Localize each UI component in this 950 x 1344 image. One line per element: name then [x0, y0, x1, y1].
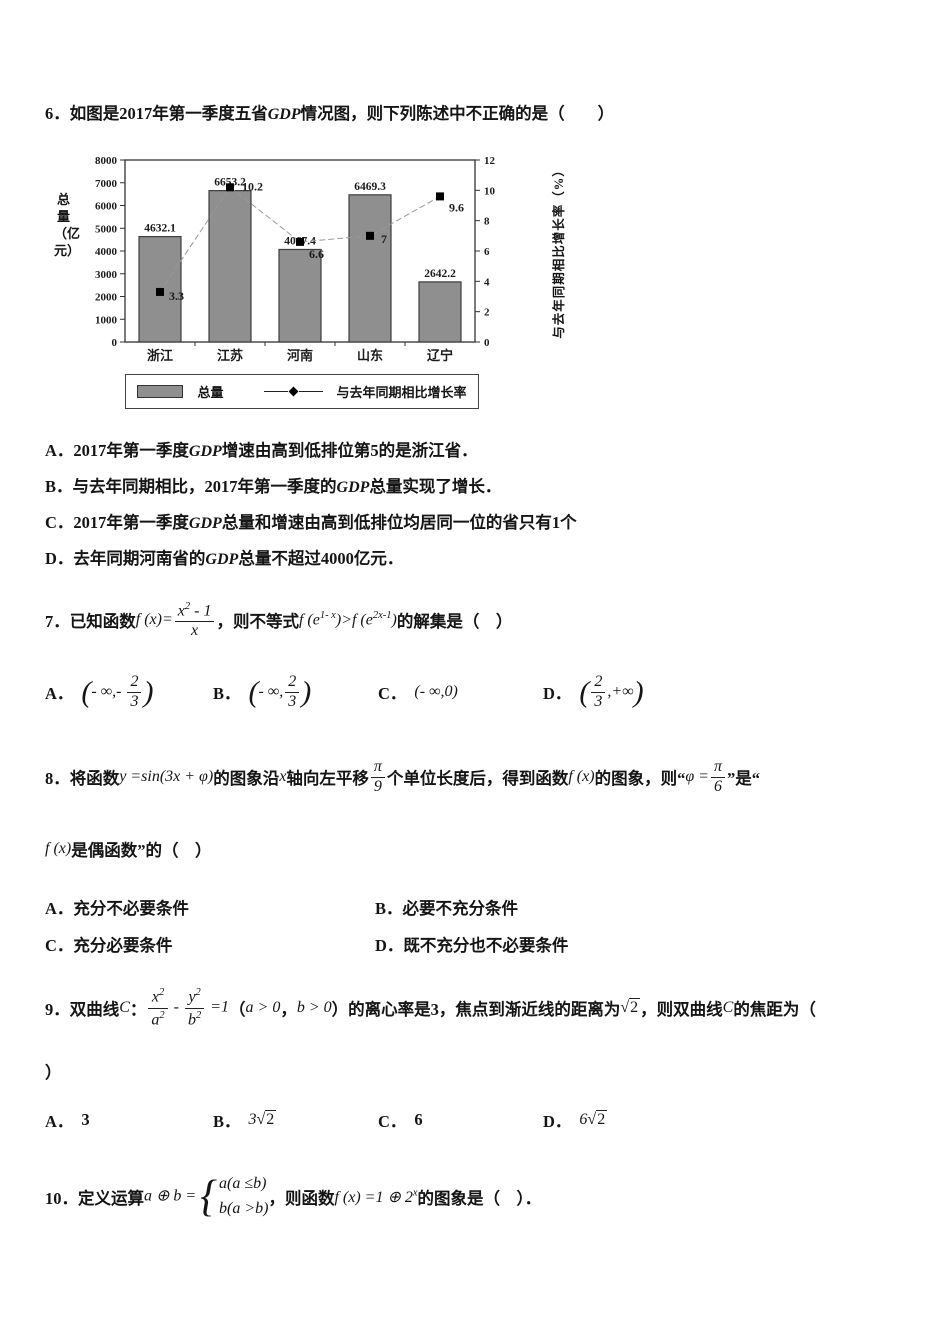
question-8-stem-line2: f (x) 是偶函数”的（ ）: [45, 840, 212, 860]
formula-sine: y =sin(3x + φ): [119, 768, 214, 785]
option-C: C． 6: [378, 1110, 423, 1131]
question-9-close-paren: ）: [45, 1063, 62, 1082]
question-10-stem: 10． 定义运算 a ⊕ b ={a(a ≤b) b(a >b) ，则函数 f (x…: [45, 1172, 542, 1222]
svg-text:5000: 5000: [95, 223, 118, 235]
option-B: B． 3√2: [213, 1110, 277, 1131]
svg-text:10.2: 10.2: [242, 179, 263, 193]
question-9-stem: 9． 双曲线 C ： x2 a2 - y2 b2 =1 （ a > 0 ， b > 0…: [45, 987, 816, 1028]
svg-text:山东: 山东: [357, 348, 383, 363]
gdp-term: GDP: [188, 515, 222, 532]
formula-f-oplus: f (x) =1 ⊕ 2x: [334, 1187, 418, 1206]
formula-operation: a ⊕ b ={a(a ≤b) b(a >b): [144, 1172, 269, 1222]
svg-text:6469.3: 6469.3: [354, 181, 386, 193]
svg-text:辽宁: 辽宁: [427, 348, 453, 363]
gdp-term: GDP: [336, 479, 370, 496]
svg-text:6653.2: 6653.2: [214, 177, 246, 189]
question-9: 9． 双曲线 C ： x2 a2 - y2 b2 =1 （ a > 0 ， b > 0…: [45, 972, 908, 1146]
question-6: 6．如图是2017年第一季度五省GDP情况图，则下列陈述中不正确的是（ ） 总量…: [45, 100, 908, 577]
svg-text:10: 10: [484, 185, 496, 197]
svg-text:江苏: 江苏: [217, 348, 243, 363]
svg-text:6: 6: [484, 246, 490, 258]
option-D: D．(2 3 ,+∞): [543, 672, 644, 710]
formula-sqrt2: √2: [620, 998, 641, 1016]
question-number: 6．: [45, 104, 70, 123]
question-6-options: A．2017年第一季度GDP增速由高到低排位第5的是浙江省． B．与去年同期相比…: [45, 433, 908, 577]
formula-hyperbola: x2 a2 - y2 b2 =1: [146, 987, 229, 1028]
svg-text:6000: 6000: [95, 201, 118, 213]
svg-text:12: 12: [484, 155, 496, 167]
question-number: 9．: [45, 1000, 70, 1019]
option-A: A．2017年第一季度GDP增速由高到低排位第5的是浙江省．: [45, 441, 478, 460]
legend-bar-swatch: [137, 385, 184, 398]
question-7-options: A． (- ∞,- 2 3) B． (- ∞, 2 3) C． (- ∞,0) D．(2 3,…: [45, 659, 908, 725]
option-B: B．与去年同期相比，2017年第一季度的GDP总量实现了增长．: [45, 477, 502, 496]
legend-line-label: 与去年同期相比增长率: [336, 385, 467, 400]
option-D: D．去年同期河南省的GDP总量不超过4000亿元．: [45, 549, 404, 568]
formula-inequality: f (e1- x)>f (e2x-1): [298, 610, 397, 629]
svg-text:6.6: 6.6: [309, 247, 324, 261]
option-B: B．必要不充分条件: [375, 899, 519, 918]
svg-text:8000: 8000: [95, 155, 118, 167]
option-C: C． (- ∞,0): [378, 683, 458, 703]
gdp-term: GDP: [205, 551, 239, 568]
chart-legend: 总量 与去年同期相比增长率: [125, 374, 479, 409]
question-8-options: A．充分不必要条件 B．必要不充分条件 C．充分必要条件 D．既不充分也不必要条…: [45, 895, 908, 956]
svg-text:0: 0: [112, 337, 118, 349]
gdp-chart-plot: 0 1000 2000 3000 4000 5000 6000 7000 8000 0 2 4 6 8 10…: [95, 155, 496, 363]
question-6-stem: 6．如图是2017年第一季度五省GDP情况图，则下列陈述中不正确的是（ ）: [45, 104, 615, 123]
right-axis-label: 与去年同期相比增长率（%）: [552, 163, 566, 339]
svg-text:4: 4: [484, 276, 490, 288]
svg-text:7000: 7000: [95, 178, 118, 190]
option-B: B． (- ∞, 2 3): [213, 672, 312, 710]
option-D: D． 6√2: [543, 1110, 608, 1131]
svg-text:8: 8: [484, 216, 490, 228]
exam-page: 6．如图是2017年第一季度五省GDP情况图，则下列陈述中不正确的是（ ） 总量…: [45, 100, 908, 1232]
question-number: 7．: [45, 612, 70, 631]
svg-text:3.3: 3.3: [169, 289, 184, 303]
gdp-chart: 总量（亿元） 0 1000 2000 3000 4000 5000 6000 7000 8000…: [51, 146, 611, 364]
option-A: A． 3: [45, 1110, 90, 1131]
svg-text:4632.1: 4632.1: [144, 223, 176, 235]
gdp-term: GDP: [267, 106, 301, 123]
question-9-options: A． 3 B． 3√2 C． 6 D． 6√2: [45, 1094, 908, 1146]
legend-line-swatch: [263, 386, 323, 397]
svg-text:1000: 1000: [95, 314, 118, 326]
option-D: D．既不充分也不必要条件: [375, 936, 569, 955]
option-A: A．充分不必要条件: [45, 899, 189, 918]
svg-text:7: 7: [381, 232, 387, 246]
svg-text:0: 0: [484, 337, 490, 349]
question-number: 10．: [45, 1189, 78, 1208]
left-axis-label: 总量（亿元）: [54, 192, 81, 258]
option-C: C．充分必要条件: [45, 936, 173, 955]
question-number: 8．: [45, 769, 70, 788]
option-C: C．2017年第一季度GDP总量和增速由高到低排位均居同一位的省只有1个: [45, 513, 577, 532]
svg-text:河南: 河南: [287, 348, 313, 363]
svg-text:9.6: 9.6: [449, 200, 464, 214]
svg-text:2642.2: 2642.2: [424, 268, 456, 280]
question-10: 10． 定义运算 a ⊕ b ={a(a ≤b) b(a >b) ，则函数 f (x…: [45, 1162, 908, 1232]
option-A: A． (- ∞,- 2 3): [45, 672, 154, 710]
svg-text:浙江: 浙江: [147, 348, 173, 363]
gdp-term: GDP: [188, 443, 222, 460]
legend-bar-label: 总量: [197, 385, 224, 400]
formula-phi: φ = π 6: [685, 758, 727, 796]
svg-text:4000: 4000: [95, 246, 118, 258]
svg-text:3000: 3000: [95, 269, 118, 281]
svg-text:2000: 2000: [95, 292, 118, 304]
svg-text:2: 2: [484, 307, 490, 319]
